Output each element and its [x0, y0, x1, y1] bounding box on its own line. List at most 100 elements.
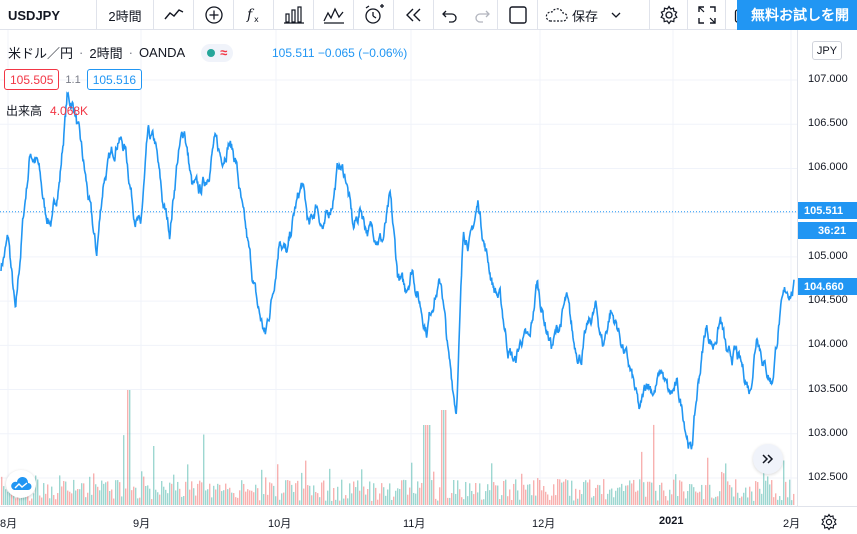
volume-bar: [291, 484, 293, 505]
market-status-badge[interactable]: ≈: [201, 43, 234, 62]
currency-button[interactable]: JPY: [812, 41, 842, 60]
volume-bar: [75, 490, 77, 505]
volume-bar: [287, 480, 289, 505]
volume-bar: [313, 485, 315, 505]
time-axis[interactable]: 8月 9月 10月 11月 12月 2021 2月: [0, 506, 857, 534]
volume-bar: [219, 484, 221, 505]
undo-button[interactable]: [434, 0, 466, 30]
legend-symbol-title[interactable]: 米ドル／円: [8, 46, 74, 61]
volume-bar: [763, 464, 765, 505]
volume-bar: [45, 493, 47, 505]
volume-bar: [297, 480, 299, 505]
volume-bar: [695, 491, 697, 505]
scroll-to-realtime-button[interactable]: [753, 444, 783, 474]
volume-bar: [243, 483, 245, 505]
financials-button[interactable]: [274, 0, 314, 30]
volume-bar: [413, 492, 415, 505]
volume-bar: [305, 460, 307, 505]
volume-bar: [289, 480, 291, 505]
redo-button[interactable]: [466, 0, 498, 30]
volume-bar: [251, 490, 253, 505]
volume-bar: [205, 490, 207, 505]
volume-bar: [135, 487, 137, 505]
sell-button[interactable]: 105.505: [4, 69, 60, 90]
volume-bar: [659, 484, 661, 505]
buy-button[interactable]: 105.516: [86, 69, 143, 90]
fullscreen-button[interactable]: [688, 0, 726, 30]
volume-bar: [373, 483, 375, 505]
settings-button[interactable]: [650, 0, 688, 30]
tradingview-logo[interactable]: [6, 470, 36, 498]
interval-button[interactable]: 2時間: [97, 0, 154, 30]
volume-bar: [685, 498, 687, 505]
volume-bar: [405, 480, 407, 505]
save-button[interactable]: 保存: [538, 0, 650, 30]
volume-bar: [331, 500, 333, 505]
volume-bar: [603, 479, 605, 505]
volume-bar: [267, 494, 269, 505]
symbol-search-button[interactable]: USDJPY: [0, 0, 97, 30]
replay-button[interactable]: [394, 0, 434, 30]
volume-bar: [663, 490, 665, 505]
spread-value: 1.1: [65, 73, 81, 86]
price-axis[interactable]: 107.000106.500106.000105.500105.000104.5…: [797, 30, 857, 506]
volume-bar: [701, 484, 703, 505]
volume-bar: [495, 485, 497, 505]
volume-bar: [617, 487, 619, 505]
volume-bar: [355, 487, 357, 505]
volume-bar: [29, 500, 31, 505]
volume-bar: [153, 446, 155, 505]
time-tick-label: 9月: [133, 518, 151, 530]
volume-bar: [537, 478, 539, 505]
volume-bar: [349, 483, 351, 505]
volume-bar: [417, 481, 419, 505]
volume-bar: [233, 493, 235, 505]
volume-bar: [739, 498, 741, 505]
volume-bar: [317, 493, 319, 505]
volume-bar: [131, 490, 133, 505]
price-tick-label: 105.000: [808, 249, 848, 262]
volume-bar: [73, 479, 75, 505]
compare-button[interactable]: [194, 0, 234, 30]
volume-bar: [143, 476, 145, 505]
volume-bar: [531, 495, 533, 505]
price-chart[interactable]: [0, 30, 797, 506]
volume-bar: [785, 481, 787, 505]
volume-bar: [159, 494, 161, 505]
legend-interval: 2時間: [89, 46, 123, 61]
volume-bar: [343, 498, 345, 505]
volume-bar: [389, 483, 391, 505]
volume-bar: [471, 490, 473, 505]
volume-bar: [151, 499, 153, 505]
volume-bar: [551, 495, 553, 505]
free-trial-button[interactable]: 無料お試しを開: [737, 0, 857, 30]
volume-bar: [91, 494, 93, 505]
volume-bar: [673, 479, 675, 505]
volume-bar: [191, 481, 193, 505]
layout-button[interactable]: [498, 0, 538, 30]
volume-bar: [409, 487, 411, 505]
volume-bar: [395, 490, 397, 505]
volume-bar: [583, 481, 585, 505]
volume-bar: [141, 471, 143, 505]
volume-legend: 出来高 4.068K: [6, 102, 88, 119]
volume-bar: [257, 488, 259, 505]
volume-bar: [621, 483, 623, 505]
volume-bar: [759, 488, 761, 505]
time-tick-label: 11月: [403, 518, 426, 530]
chart-type-button[interactable]: [154, 0, 194, 30]
volume-bar: [235, 497, 237, 505]
volume-bar: [607, 493, 609, 505]
volume-bar: [477, 492, 479, 505]
volume-bar: [543, 485, 545, 505]
alert-button[interactable]: [354, 0, 394, 30]
legend-separator: ·: [128, 45, 133, 60]
volume-bar: [271, 483, 273, 505]
templates-button[interactable]: [314, 0, 354, 30]
volume-bar: [569, 495, 571, 505]
volume-bar: [435, 498, 437, 505]
volume-bar: [439, 487, 441, 505]
gear-icon[interactable]: [820, 513, 838, 531]
volume-bar: [725, 463, 727, 505]
